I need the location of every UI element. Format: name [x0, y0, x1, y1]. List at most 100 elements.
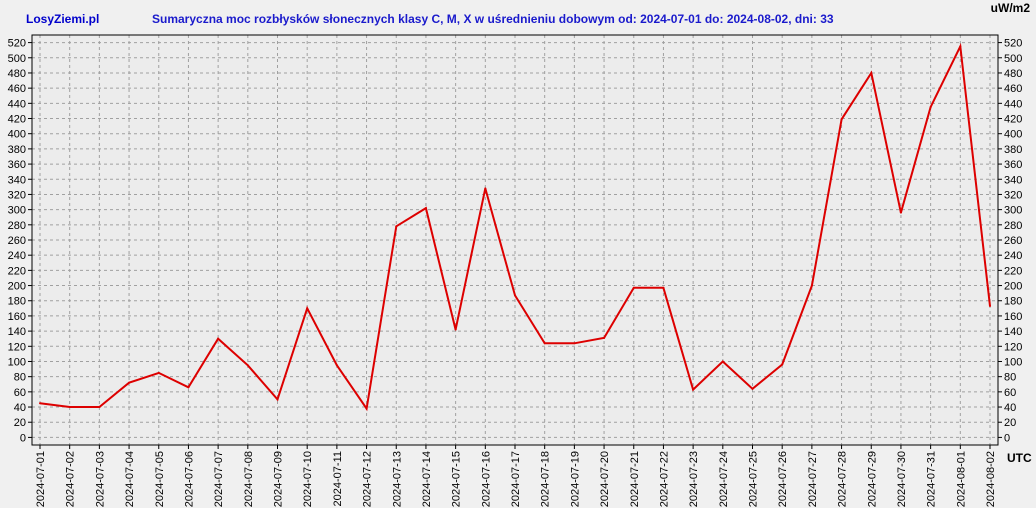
x-tick-label: 2024-07-03	[94, 451, 106, 507]
data-point	[395, 225, 398, 228]
data-point	[870, 71, 873, 74]
chart-title: Sumaryczna moc rozbłysków słonecznych kl…	[152, 12, 834, 26]
y-axis-right-labels: 0 20 40 60 80 100 120 140 160 180 200 220 240 260 280 3…	[1004, 38, 1022, 445]
x-tick-label: 2024-08-02	[985, 451, 997, 507]
x-tick-label: 2024-07-22	[658, 451, 670, 507]
y-tick-label-right: 360	[1004, 159, 1022, 171]
y-tick-label-right: 0	[1004, 432, 1010, 444]
y-tick-label-left: 40	[14, 402, 26, 414]
y-tick-label-right: 500	[1004, 53, 1022, 65]
data-point	[335, 364, 338, 367]
y-tick-label-right: 200	[1004, 281, 1022, 293]
data-point	[543, 342, 546, 345]
x-tick-label: 2024-07-29	[866, 451, 878, 507]
x-tick-label: 2024-07-27	[807, 451, 819, 507]
data-point	[514, 294, 516, 297]
y-tick-label-left: 500	[8, 53, 26, 65]
y-tick-label-right: 180	[1004, 296, 1022, 308]
data-point	[632, 286, 635, 289]
x-tick-label: 2024-07-21	[629, 451, 641, 507]
x-tick-label: 2024-07-16	[480, 451, 492, 507]
y-tick-label-right: 120	[1004, 341, 1022, 353]
x-tick-label: 2024-07-14	[421, 451, 433, 507]
x-tick-label: 2024-07-24	[718, 451, 730, 507]
data-point	[454, 328, 457, 331]
x-tick-label: 2024-07-15	[451, 451, 463, 507]
x-tick-label: 2024-07-30	[896, 451, 908, 507]
x-tick-label: 2024-07-04	[124, 451, 136, 507]
x-tick-label: 2024-07-17	[510, 451, 522, 507]
x-tick-label: 2024-07-25	[748, 451, 760, 507]
y-tick-label-right: 300	[1004, 205, 1022, 217]
y-tick-label-right: 140	[1004, 326, 1022, 338]
y-tick-label-left: 320	[8, 189, 26, 201]
y-tick-label-left: 420	[8, 114, 26, 126]
x-tick-label: 2024-07-28	[837, 451, 849, 507]
data-point	[692, 388, 695, 391]
x-tick-label: 2024-07-13	[391, 451, 403, 507]
x-tick-label: 2024-07-26	[777, 451, 789, 507]
y-tick-label-left: 160	[8, 311, 26, 323]
data-point	[721, 360, 724, 363]
y-tick-label-right: 80	[1004, 372, 1016, 384]
y-tick-label-left: 80	[14, 372, 26, 384]
y-tick-label-right: 20	[1004, 417, 1016, 429]
y-tick-label-left: 140	[8, 326, 26, 338]
x-axis-labels: 2024-07-01 2024-07-02 2024-07-03 2024-07-04…	[35, 451, 997, 507]
y-tick-label-right: 260	[1004, 235, 1022, 247]
y-tick-label-right: 480	[1004, 68, 1022, 80]
x-tick-label: 2024-07-12	[362, 451, 374, 507]
data-point	[39, 402, 41, 405]
data-point	[246, 364, 249, 367]
x-tick-label: 2024-07-09	[273, 451, 285, 507]
x-tick-label: 2024-07-23	[688, 451, 700, 507]
data-point	[959, 45, 962, 48]
plot-border	[31, 34, 999, 446]
data-point	[217, 337, 220, 340]
y-tick-label-right: 40	[1004, 402, 1016, 414]
data-point	[603, 336, 606, 339]
y-tick-label-right: 340	[1004, 174, 1022, 186]
data-point	[187, 386, 190, 389]
y-tick-label-left: 200	[8, 281, 26, 293]
series-line	[39, 42, 991, 412]
data-point	[751, 387, 754, 390]
data-point	[128, 381, 131, 384]
data-point	[276, 398, 279, 401]
data-point	[781, 363, 784, 366]
x-unit-label: UTC	[1007, 451, 1032, 465]
brand-label[interactable]: LosyZiemi.pl	[26, 12, 100, 26]
y-tick-label-left: 100	[8, 356, 26, 368]
data-point	[840, 118, 843, 121]
data-point	[306, 307, 309, 310]
data-point	[157, 371, 160, 374]
y-tick-label-right: 320	[1004, 189, 1022, 201]
data-point	[365, 407, 368, 410]
data-point	[424, 207, 427, 210]
y-tick-label-left: 240	[8, 250, 26, 262]
y-tick-label-left: 480	[8, 68, 26, 80]
y-unit-label: uW/m2	[990, 1, 1030, 15]
x-tick-label: 2024-07-02	[65, 451, 77, 507]
x-tick-label: 2024-07-18	[540, 451, 552, 507]
y-tick-label-right: 460	[1004, 83, 1022, 95]
data-point	[68, 406, 71, 409]
y-tick-label-right: 100	[1004, 356, 1022, 368]
x-tick-label: 2024-07-11	[332, 451, 344, 506]
y-tick-label-right: 280	[1004, 220, 1022, 232]
y-tick-label-left: 260	[8, 235, 26, 247]
y-tick-label-right: 220	[1004, 265, 1022, 277]
y-axis-left-labels: 0 20 40 60 80 100 120 140 160 180 200 220 240 260 280 3…	[8, 38, 26, 445]
data-point	[573, 342, 576, 345]
y-tick-label-left: 460	[8, 83, 26, 95]
y-tick-label-right: 520	[1004, 38, 1022, 50]
y-tick-label-left: 120	[8, 341, 26, 353]
y-tick-label-left: 520	[8, 38, 26, 50]
axes	[28, 34, 1002, 449]
x-tick-label: 2024-07-06	[183, 451, 195, 507]
data-point	[662, 286, 665, 289]
y-tick-label-left: 360	[8, 159, 26, 171]
y-tick-label-left: 0	[20, 432, 26, 444]
x-tick-label: 2024-07-31	[926, 451, 938, 507]
